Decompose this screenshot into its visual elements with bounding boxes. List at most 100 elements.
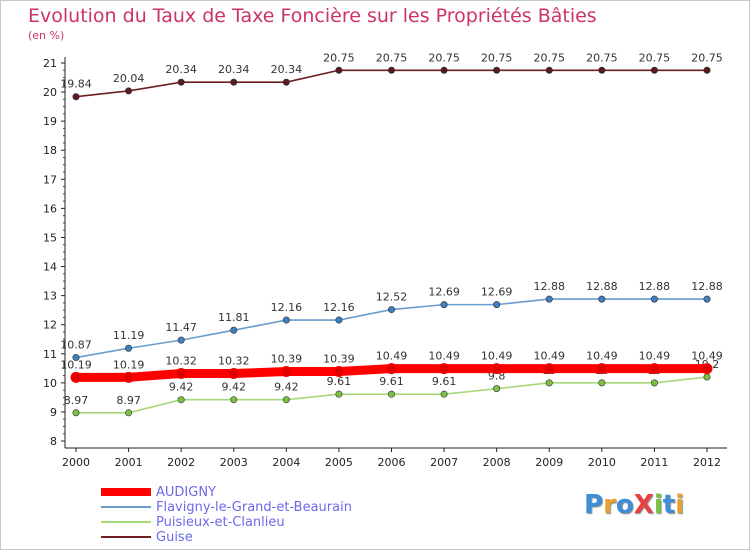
data-point (177, 78, 185, 86)
y-tick-label: 10 (43, 377, 57, 390)
data-point (703, 66, 711, 74)
data-point (545, 66, 553, 74)
data-point (123, 371, 135, 383)
x-tick-label: 2002 (167, 456, 195, 469)
data-point (230, 396, 238, 404)
data-label: 19.84 (60, 78, 92, 91)
data-point (440, 390, 448, 398)
data-point (543, 363, 555, 375)
data-label: 12.52 (376, 291, 408, 304)
data-label: 20.75 (323, 51, 355, 64)
y-tick-label: 15 (43, 231, 57, 244)
data-point (387, 306, 395, 314)
x-tick-label: 2011 (640, 456, 668, 469)
data-point (125, 344, 133, 352)
legend-label: Puisieux-et-Clanlieu (156, 515, 285, 530)
x-tick-label: 2007 (430, 456, 458, 469)
data-label: 20.34 (218, 63, 250, 76)
data-label: 8.97 (64, 394, 89, 407)
data-label: 20.04 (113, 72, 145, 85)
data-label: 20.75 (481, 51, 513, 64)
data-label: 12.88 (691, 280, 723, 293)
legend-swatch (101, 506, 151, 508)
data-point (282, 78, 290, 86)
data-point (282, 316, 290, 324)
data-label: 10.49 (481, 350, 513, 363)
data-label: 11.19 (113, 329, 145, 342)
x-tick-label: 2008 (483, 456, 511, 469)
data-point (493, 66, 501, 74)
data-label: 10.49 (586, 350, 618, 363)
data-point (72, 93, 80, 101)
data-label: 20.75 (691, 51, 723, 64)
y-tick-label: 19 (43, 115, 57, 128)
y-tick-label: 16 (43, 202, 57, 215)
data-label: 12.88 (639, 280, 671, 293)
y-tick-label: 20 (43, 86, 57, 99)
data-point (335, 316, 343, 324)
y-tick-label: 12 (43, 319, 57, 332)
y-tick-label: 9 (50, 406, 57, 419)
data-label: 10.32 (218, 355, 250, 368)
data-point (703, 295, 711, 303)
data-label: 20.75 (586, 51, 618, 64)
data-label: 10.87 (60, 339, 92, 352)
data-label: 11.47 (165, 321, 197, 334)
data-point (125, 409, 133, 417)
data-label: 12.16 (271, 301, 303, 314)
data-point (386, 363, 397, 375)
data-point (177, 336, 185, 344)
y-tick-label: 21 (43, 57, 57, 70)
data-label: 10.49 (639, 350, 671, 363)
data-point (335, 66, 343, 74)
data-point (387, 390, 395, 398)
data-point (228, 368, 240, 380)
legend-label: AUDIGNY (156, 485, 216, 500)
x-tick-label: 2003 (220, 456, 248, 469)
data-point (650, 379, 658, 387)
chart-title: Evolution du Taux de Taxe Foncière sur l… (28, 5, 597, 27)
data-label: 12.88 (586, 280, 618, 293)
data-label: 10.49 (376, 350, 408, 363)
data-label: 11.81 (218, 311, 250, 324)
data-point (598, 66, 606, 74)
x-tick-label: 2004 (272, 456, 300, 469)
x-tick-label: 2010 (588, 456, 616, 469)
data-point (491, 363, 503, 375)
data-point (387, 66, 395, 74)
data-label: 10.39 (271, 353, 303, 366)
data-label: 9.42 (169, 381, 194, 394)
data-label: 10.32 (165, 355, 197, 368)
data-label: 10.49 (691, 350, 723, 363)
data-label: 10.49 (428, 350, 460, 363)
data-point (545, 379, 553, 387)
data-point (596, 363, 608, 375)
data-point (438, 363, 450, 375)
y-axis-unit: (en %) (28, 29, 65, 42)
data-point (280, 366, 292, 378)
data-point (230, 78, 238, 86)
legend-swatch (101, 488, 151, 496)
data-label: 20.34 (271, 63, 303, 76)
data-label: 20.75 (534, 51, 566, 64)
data-label: 12.16 (323, 301, 355, 314)
x-tick-label: 2009 (535, 456, 563, 469)
data-point (598, 295, 606, 303)
data-point (598, 379, 606, 387)
data-point (650, 295, 658, 303)
data-label: 10.39 (323, 353, 355, 366)
data-label: 12.69 (481, 286, 513, 299)
data-point (72, 354, 80, 362)
data-label: 12.69 (428, 286, 460, 299)
data-point (703, 373, 711, 381)
data-point (70, 371, 82, 383)
data-point (440, 66, 448, 74)
proxiti-logo: ProXiti (584, 490, 685, 520)
legend-label: Flavigny-le-Grand-et-Beaurain (156, 500, 352, 515)
x-tick-label: 2006 (378, 456, 406, 469)
data-point (175, 368, 187, 380)
y-tick-label: 13 (43, 290, 57, 303)
data-label: 9.61 (327, 375, 352, 388)
